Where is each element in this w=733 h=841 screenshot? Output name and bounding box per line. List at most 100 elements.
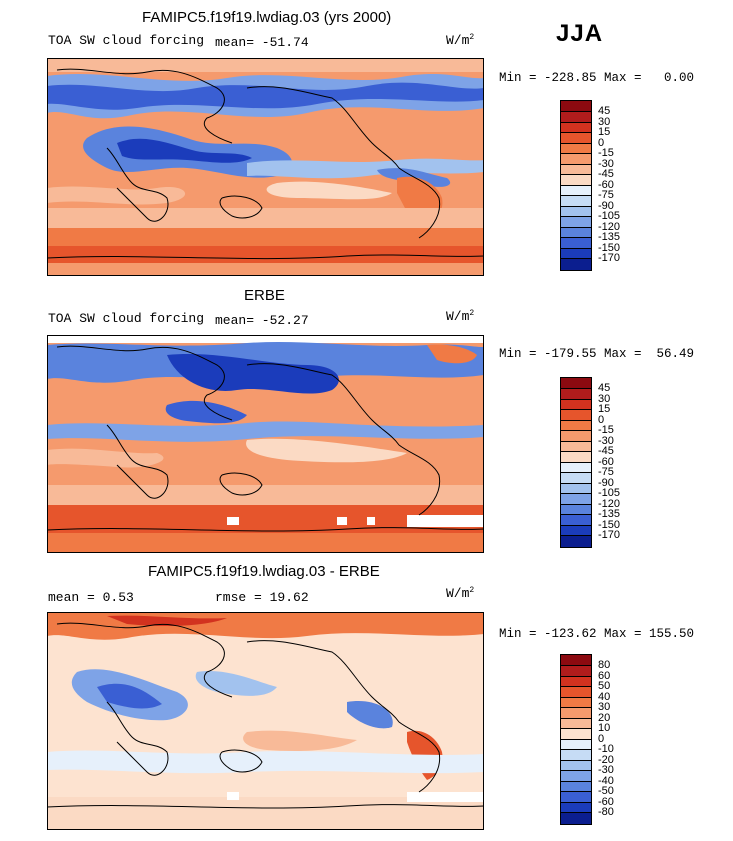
panel-1-swatch-13: [560, 238, 592, 249]
panel-2-tick: 30: [598, 392, 611, 405]
panel-1-mean: mean= -51.74: [215, 35, 309, 50]
panel-3-minmax: Min = -123.62 Max = 155.50: [499, 627, 695, 641]
panel-3-swatch-11: [560, 771, 592, 782]
panel-3-rmse: rmse = 19.62: [215, 590, 309, 605]
panel-2-swatch-15: [560, 536, 592, 548]
panel-2-swatch-14: [560, 525, 592, 536]
panel-1-swatch-12: [560, 227, 592, 238]
panel-1-map: [47, 58, 484, 276]
panel-1-minmax: Min = -228.85 Max = 0.00: [499, 71, 695, 85]
panel-2-swatch-13: [560, 515, 592, 526]
panel-1-tick: -105: [598, 210, 621, 222]
panel-1-units: W/m2: [446, 33, 475, 48]
panel-3-swatch-10: [560, 760, 592, 771]
panel-1-swatch-2: [560, 122, 592, 133]
panel-3-tick: 0: [598, 732, 605, 745]
panel-1-swatch-8: [560, 185, 592, 196]
panel-3-tick: -30: [598, 764, 614, 776]
panel-3-tick: 10: [598, 722, 611, 734]
panel-1-swatch-14: [560, 248, 592, 259]
panel-1-tick: -150: [598, 241, 621, 254]
panel-3-swatch-5: [560, 708, 592, 719]
panel-3-tick: 80: [598, 659, 611, 671]
panel-3-swatch-1: [560, 666, 592, 677]
panel-1-tick: -60: [598, 178, 614, 191]
panel-2-swatch-4: [560, 420, 592, 431]
panel-3-tick: 50: [598, 680, 611, 692]
panel-3-swatch-3: [560, 687, 592, 698]
season-label: JJA: [556, 20, 604, 47]
panel-1-swatch-11: [560, 217, 592, 228]
panel-3-tick: 30: [598, 701, 611, 713]
panel-3-swatch-13: [560, 792, 592, 803]
panel-2-swatch-8: [560, 462, 592, 473]
panel-1-tick: 15: [598, 126, 611, 138]
panel-3-swatch-7: [560, 729, 592, 740]
panel-2-swatch-7: [560, 452, 592, 463]
panel-2-units: W/m2: [446, 309, 475, 324]
panel-2-swatch-1: [560, 389, 592, 400]
panel-3-tick: -60: [598, 795, 614, 808]
panel-2-swatch-10: [560, 483, 592, 494]
panel-3-mean: mean = 0.53: [48, 590, 134, 605]
panel-2-variable: TOA SW cloud forcing: [48, 311, 205, 326]
panel-2-tick: -75: [598, 466, 614, 478]
panel-2-tick: -60: [598, 455, 614, 468]
panel-2-tick: -45: [598, 445, 614, 457]
panel-2-swatch-12: [560, 504, 592, 515]
panel-1-title: FAMIPC5.f19f19.lwdiag.03 (yrs 2000): [142, 9, 392, 26]
panel-2-map: [47, 335, 484, 553]
panel-2-swatch-2: [560, 399, 592, 410]
panel-2-tick: -15: [598, 424, 614, 436]
panel-3-title: FAMIPC5.f19f19.lwdiag.03 - ERBE: [148, 563, 380, 580]
panel-3-map-field: [47, 612, 484, 830]
panel-1-swatch-6: [560, 164, 592, 175]
panel-2-tick: 45: [598, 382, 611, 394]
panel-3-tick: -10: [598, 743, 614, 755]
panel-3-swatch-12: [560, 781, 592, 792]
panel-3-map: [47, 612, 484, 830]
panel-1-swatch-10: [560, 206, 592, 217]
panel-3-swatch-0: [560, 654, 592, 666]
panel-2-swatch-11: [560, 494, 592, 505]
panel-1-swatch-3: [560, 133, 592, 144]
panel-1-tick: 0: [598, 136, 605, 149]
panel-1-variable: TOA SW cloud forcing: [48, 33, 205, 48]
panel-1-swatch-7: [560, 175, 592, 186]
panel-3-swatch-2: [560, 676, 592, 687]
panel-3-swatch-8: [560, 739, 592, 750]
panel-1-tick: 30: [598, 115, 611, 128]
panel-1-swatch-0: [560, 100, 592, 112]
panel-3-swatch-4: [560, 697, 592, 708]
panel-2-swatch-6: [560, 441, 592, 452]
panel-3-swatch-15: [560, 813, 592, 825]
panel-3-tick: 60: [598, 669, 611, 682]
panel-1-tick: -90: [598, 199, 614, 212]
panel-2-swatch-0: [560, 377, 592, 389]
panel-2-map-field: [47, 335, 484, 553]
panel-1-tick: -120: [598, 220, 621, 233]
panel-3-tick: -50: [598, 785, 614, 797]
panel-1-map-field: [47, 58, 484, 276]
panel-1-tick: -75: [598, 189, 614, 201]
panel-3-tick: 40: [598, 690, 611, 703]
panel-3-units: W/m2: [446, 586, 475, 601]
panel-3-tick: -40: [598, 774, 614, 787]
panel-1-swatch-5: [560, 154, 592, 165]
panel-2-swatch-5: [560, 431, 592, 442]
panel-2-title: ERBE: [244, 287, 285, 304]
panel-2-swatch-9: [560, 473, 592, 484]
panel-1-swatch-1: [560, 112, 592, 123]
panel-1-swatch-9: [560, 196, 592, 207]
panel-3-swatch-9: [560, 750, 592, 761]
panel-1-tick: -45: [598, 168, 614, 180]
panel-1-swatch-4: [560, 143, 592, 154]
panel-2-tick: 0: [598, 413, 605, 426]
panel-1-tick: -135: [598, 231, 621, 243]
panel-3-tick: -20: [598, 753, 614, 766]
panel-2-tick: -170: [598, 529, 621, 541]
panel-2-tick: -135: [598, 508, 621, 520]
panel-2-minmax: Min = -179.55 Max = 56.49: [499, 347, 695, 361]
panel-2-tick: -30: [598, 434, 614, 447]
panel-2-mean: mean= -52.27: [215, 313, 309, 328]
